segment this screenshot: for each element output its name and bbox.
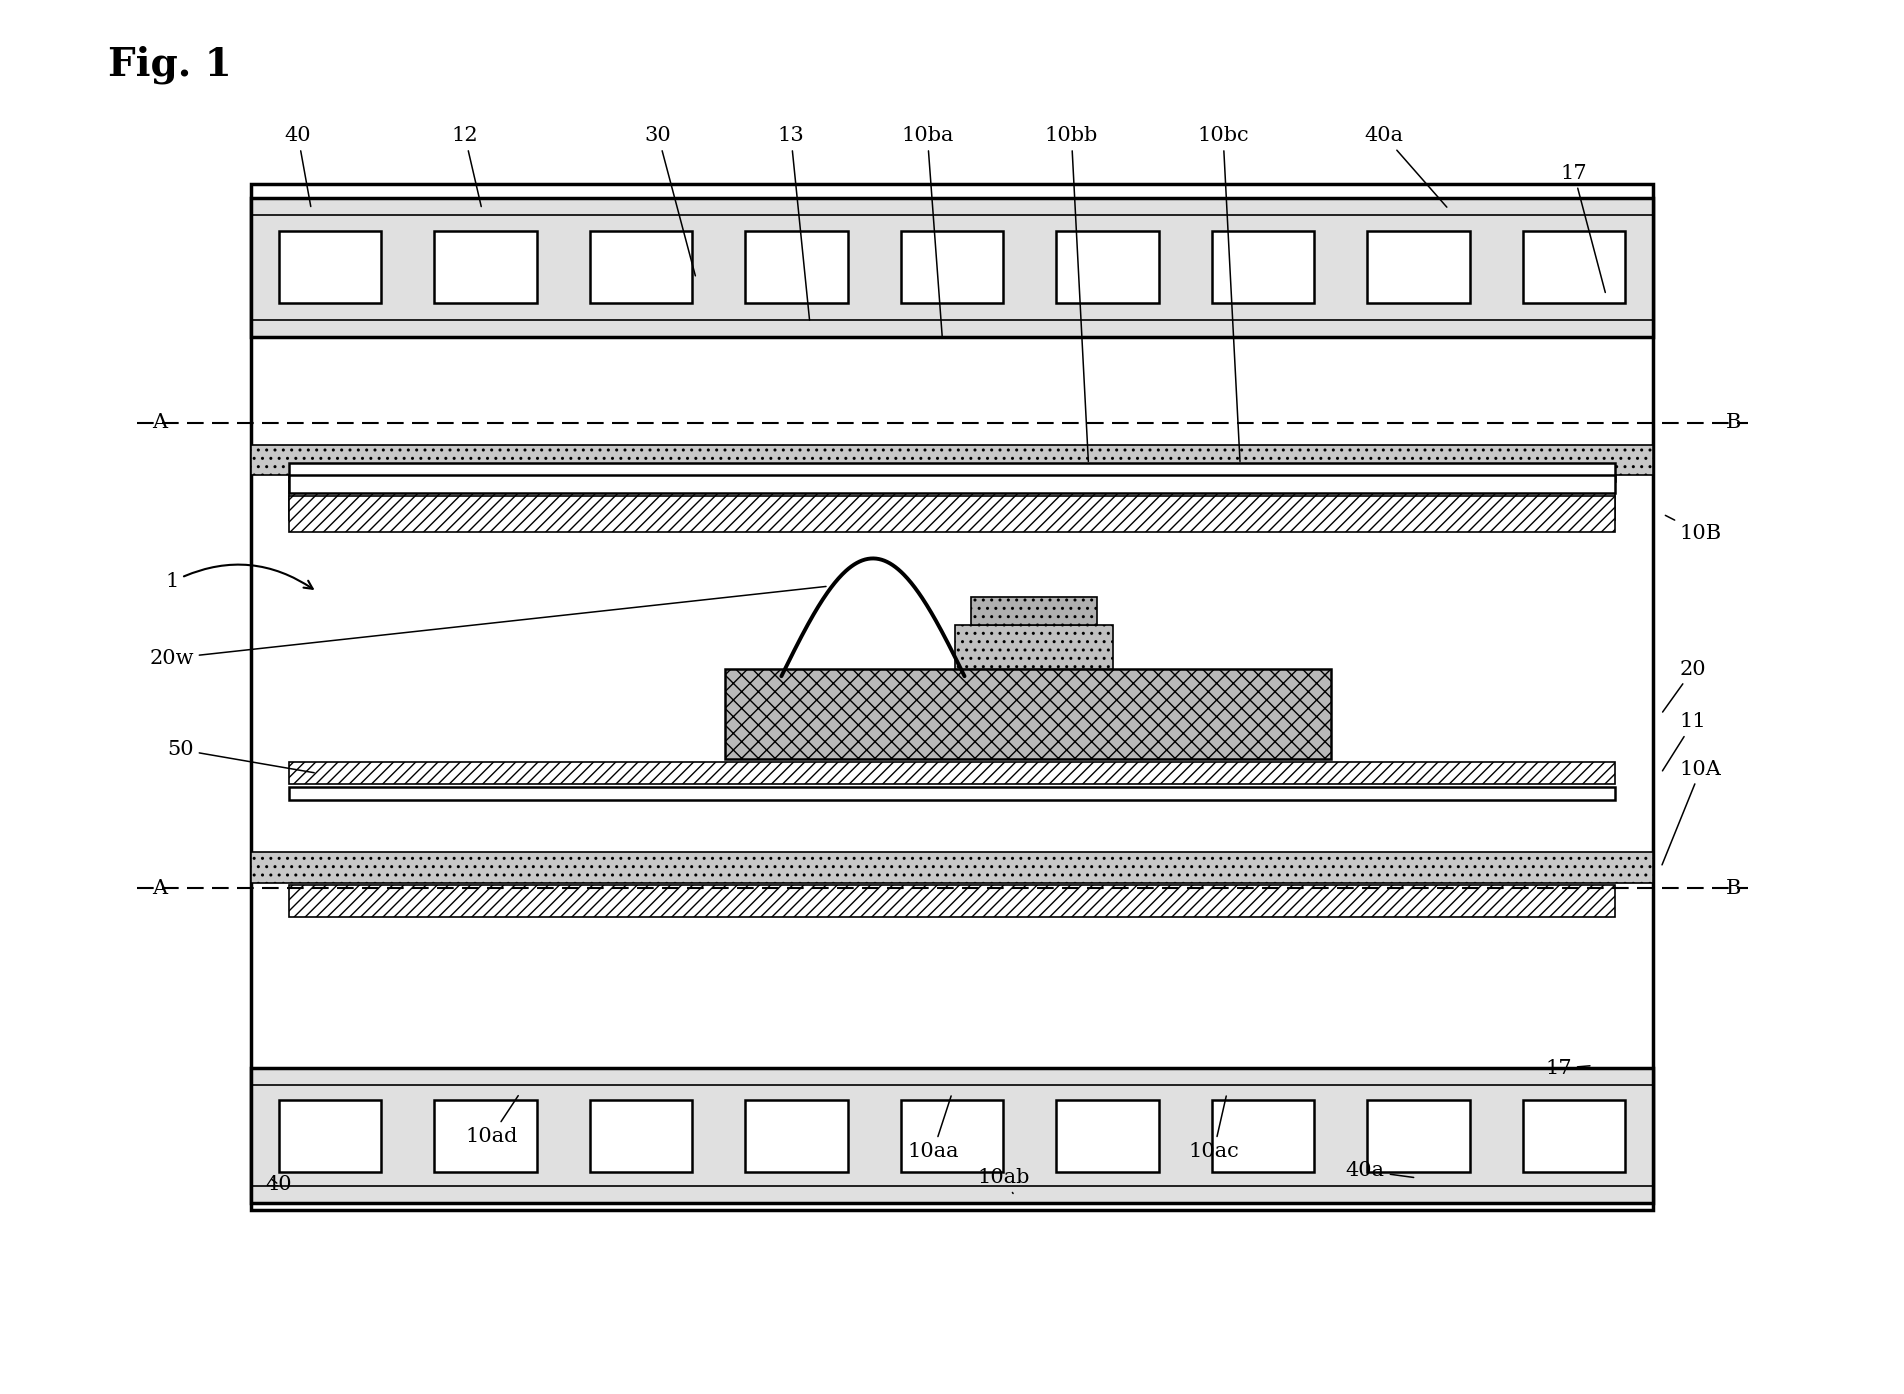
Bar [289,496,1615,533]
Bar [251,184,1653,1210]
Bar [901,1100,1003,1171]
Bar [1057,1100,1160,1171]
Bar [289,885,1615,917]
Text: 10aa: 10aa [908,1096,960,1161]
Text: 10ac: 10ac [1188,1096,1240,1161]
Bar [1523,1100,1624,1171]
Bar [1367,1100,1470,1171]
Bar [280,231,381,304]
Text: 20w: 20w [149,587,826,668]
Bar [1211,231,1314,304]
Bar [434,1100,537,1171]
Bar [744,1100,847,1171]
Text: A: A [152,878,168,898]
Text: 17: 17 [1546,1059,1590,1078]
Bar [434,231,537,304]
Bar [251,1068,1653,1203]
Bar [289,481,1615,520]
Text: 10ad: 10ad [465,1096,518,1146]
Bar [1523,231,1624,304]
Text: B: B [1725,878,1740,898]
Text: 40: 40 [286,127,312,206]
Bar [289,763,1615,785]
Text: 30: 30 [645,127,695,276]
Bar [251,198,1653,337]
Bar [1367,231,1470,304]
Bar [251,445,1653,475]
Text: 10ba: 10ba [901,127,954,339]
Bar [1057,231,1160,304]
Text: 1: 1 [166,565,312,591]
Text: 10B: 10B [1666,516,1721,544]
Bar [280,1100,381,1171]
Text: 10ab: 10ab [977,1168,1030,1193]
Text: 10bc: 10bc [1198,127,1249,461]
Text: 40a: 40a [1365,127,1447,208]
Text: 11: 11 [1662,712,1706,771]
Text: 12: 12 [451,127,482,206]
Bar [901,231,1003,304]
Bar [590,1100,693,1171]
Text: B: B [1725,413,1740,432]
Text: 10bb: 10bb [1045,127,1099,461]
Bar [590,231,693,304]
Bar [289,463,1615,481]
Text: 17: 17 [1561,163,1605,293]
Text: 40: 40 [267,1175,293,1195]
Bar [289,475,1615,493]
Text: 20: 20 [1662,659,1706,712]
Text: Fig. 1: Fig. 1 [109,46,232,84]
Bar [971,597,1097,625]
Text: 13: 13 [777,127,809,321]
Bar [956,625,1112,669]
Text: 50: 50 [168,740,314,772]
Text: 10A: 10A [1662,760,1721,864]
Text: 40a: 40a [1346,1161,1413,1181]
Bar [289,788,1615,800]
Bar [725,669,1331,760]
Bar [744,231,847,304]
Bar [1211,1100,1314,1171]
Text: A: A [152,413,168,432]
Bar [251,852,1653,882]
